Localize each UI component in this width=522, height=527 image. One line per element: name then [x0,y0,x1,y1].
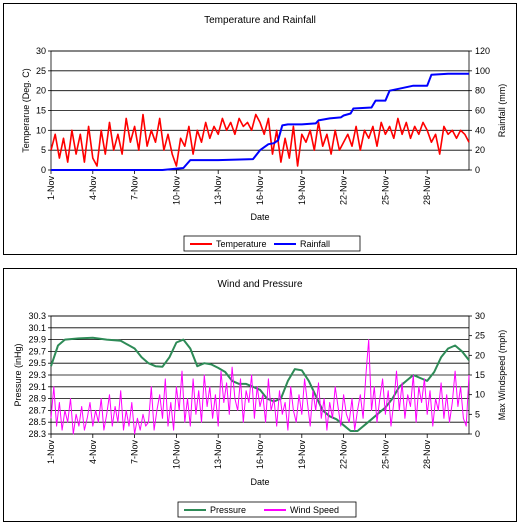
y2-tick-label: 40 [475,125,485,135]
temperature-legend-label: Temperature [216,239,267,249]
y2-tick-label: 80 [475,86,485,96]
y-axis-label: Temperarue (Deg. C) [21,68,31,153]
x-tick-label: 28-Nov [422,440,432,470]
rainfall-legend-label: Rainfall [300,239,330,249]
y2-tick-label: 0 [475,165,480,175]
x-axis-label: Date [250,212,269,222]
x-tick-label: 22-Nov [339,176,349,206]
chart-title: Temperature and Rainfall [204,15,316,26]
y-tick-label: 29.5 [28,358,46,368]
y-tick-label: 29.1 [28,382,46,392]
y2-tick-label: 15 [475,370,485,380]
y-tick-label: 28.9 [28,394,46,404]
x-tick-label: 28-Nov [422,176,432,206]
y2-axis-label: Max Windspeed (mph) [497,330,507,421]
x-tick-label: 1-Nov [46,440,56,465]
x-tick-label: 19-Nov [297,176,307,206]
y-tick-label: 28.5 [28,417,46,427]
y-tick-label: 29.7 [28,346,46,356]
x-tick-label: 16-Nov [255,176,265,206]
y2-tick-label: 10 [475,390,485,400]
x-tick-label: 4-Nov [88,176,98,201]
x-axis-label: Date [250,477,269,487]
wind-speed-series-line [50,339,470,435]
x-tick-label: 1-Nov [46,176,56,201]
y-tick-label: 29.9 [28,335,46,345]
chart-title: Wind and Pressure [217,279,302,290]
wind-pressure-chart: Wind and Pressure 28.3 28.5 28.7 28.9 29.1 29.… [3,268,517,522]
y-axis-label: Pressure (inHg) [13,343,23,406]
y-tick-label: 29.3 [28,370,46,380]
x-tick-label: 4-Nov [88,440,98,465]
wind-speed-legend-label: Wind Speed [290,505,339,515]
y-tick-label: 25 [36,66,46,76]
temperature-series-line [50,113,470,167]
x-tick-label: 10-Nov [171,440,181,470]
y-tick-label: 0 [41,165,46,175]
y-tick-label: 15 [36,106,46,116]
x-tick-label: 19-Nov [297,440,307,470]
y-tick-label: 20 [36,86,46,96]
y-tick-label: 30.3 [28,311,46,321]
x-tick-label: 25-Nov [380,440,390,470]
wind-pressure-plot: Wind and Pressure 28.3 28.5 28.728.9 29.1 29.… [13,279,507,518]
y2-axis-label: Rainfall (mm) [497,84,507,138]
x-tick-label: 7-Nov [130,176,140,201]
y2-tick-label: 0 [475,429,480,439]
y2-tick-label: 120 [475,46,490,56]
x-tick-label: 16-Nov [255,440,265,470]
temperature-rainfall-chart: Temperature and Rainfall 0 5 10 15 20 25 30 0 20 4… [3,3,517,255]
x-tick-label: 10-Nov [171,176,181,206]
temperature-rainfall-plot: Temperature and Rainfall 0 5 10 15 20 25 30 0 20 4… [21,15,507,252]
x-tick-label: 7-Nov [130,440,140,465]
y-tick-label: 28.3 [28,429,46,439]
y2-tick-label: 20 [475,350,485,360]
y-tick-label: 10 [36,125,46,135]
x-tick-label: 22-Nov [339,440,349,470]
y-tick-label: 30.1 [28,323,46,333]
y-tick-label: 5 [41,145,46,155]
y2-tick-label: 100 [475,66,490,76]
x-tick-label: 25-Nov [380,176,390,206]
x-tick-label: 13-Nov [213,440,223,470]
pressure-series-line [50,336,470,432]
y2-tick-label: 25 [475,331,485,341]
y2-tick-label: 30 [475,311,485,321]
y-tick-label: 30 [36,46,46,56]
pressure-legend-label: Pressure [210,505,246,515]
y2-tick-label: 5 [475,409,480,419]
legend-box [183,235,361,252]
x-tick-label: 13-Nov [213,176,223,206]
y-tick-label: 28.7 [28,405,46,415]
y2-tick-label: 60 [475,106,485,116]
rainfall-series-line [51,72,469,171]
y2-tick-label: 20 [475,145,485,155]
